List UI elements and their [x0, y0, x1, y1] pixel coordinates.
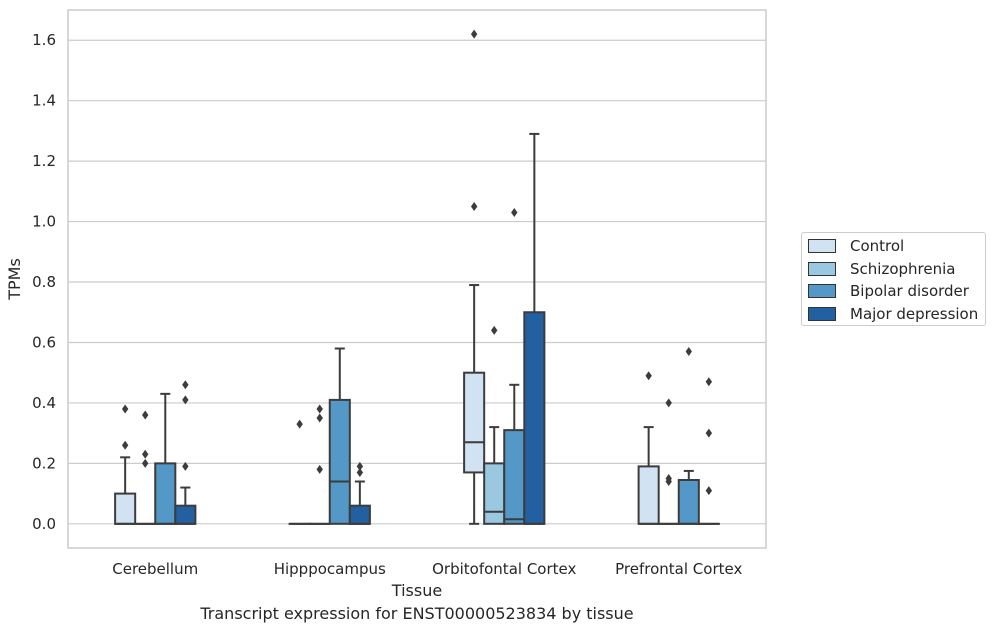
- plot-frame: [67, 9, 767, 549]
- legend-swatch: [808, 284, 836, 299]
- box-bipolar-disorder: [328, 347, 351, 525]
- y-axis-label: TPMs: [5, 258, 24, 301]
- outlier-marker: [142, 449, 149, 459]
- outlier-marker: [121, 440, 129, 450]
- box-body: [174, 504, 197, 525]
- box-bipolar-disorder: [677, 469, 700, 525]
- box-control: [114, 456, 137, 525]
- box-control: [463, 284, 486, 525]
- outlier-marker: [356, 467, 364, 477]
- outlier-marker: [665, 473, 672, 483]
- legend: Control Schizophrenia Bipolar disorder Majo…: [801, 232, 986, 326]
- legend-label: Schizophrenia: [850, 259, 956, 278]
- outlier-marker: [491, 325, 498, 335]
- outlier-marker: [470, 201, 478, 211]
- box-body: [328, 398, 351, 525]
- legend-swatch: [808, 261, 836, 276]
- outlier-marker: [665, 398, 672, 408]
- outlier-marker: [705, 377, 713, 387]
- y-tick-label: 1.6: [32, 31, 56, 49]
- box-major-depression: [348, 480, 371, 525]
- outlier-marker: [645, 371, 652, 381]
- legend-item: Control: [808, 235, 979, 258]
- outlier-marker: [511, 208, 518, 218]
- x-axis-label: Tissue: [391, 581, 442, 600]
- outlier-marker: [316, 464, 323, 474]
- y-tick-label: 0.0: [32, 515, 56, 533]
- outlier-marker: [470, 29, 478, 39]
- box-control: [637, 426, 660, 525]
- outlier-marker: [182, 461, 189, 471]
- box-body: [348, 504, 371, 525]
- y-tick-label: 0.2: [32, 454, 56, 472]
- boxes-layer: [114, 132, 720, 525]
- outlier-marker: [685, 347, 692, 357]
- y-tick-labels: 0.0 0.2 0.4 0.6 0.8 1.0 1.2 1.4 1.6: [32, 31, 56, 533]
- box-body: [483, 462, 506, 525]
- legend-item: Schizophrenia: [808, 258, 979, 281]
- legend-item: Major depression: [808, 303, 979, 326]
- legend-label: Major depression: [850, 304, 979, 323]
- outlier-marker: [296, 419, 303, 429]
- box-schizophrenia: [483, 426, 506, 525]
- legend-label: Bipolar disorder: [850, 282, 969, 301]
- box-body: [677, 478, 700, 525]
- outlier-marker: [182, 395, 189, 405]
- box-body: [154, 462, 177, 525]
- legend-swatch: [808, 239, 836, 254]
- legend-label: Control: [850, 237, 905, 256]
- box-body: [637, 465, 660, 525]
- x-tick-label: Prefrontal Cortex: [615, 560, 742, 578]
- outlier-marker: [705, 428, 713, 438]
- y-tick-label: 1.4: [32, 92, 56, 110]
- box-body: [463, 371, 486, 474]
- box-major-depression: [523, 132, 546, 525]
- outlier-marker: [705, 486, 713, 496]
- y-tick-label: 0.6: [32, 333, 56, 351]
- y-tick-label: 1.0: [32, 213, 56, 231]
- outlier-marker: [316, 404, 323, 414]
- y-tick-label: 1.2: [32, 152, 56, 170]
- grid-lines: [68, 39, 766, 525]
- outlier-marker: [316, 413, 323, 423]
- x-tick-label: Cerebellum: [112, 560, 198, 578]
- chart-caption: Transcript expression for ENST0000052383…: [200, 604, 634, 623]
- legend-item: Bipolar disorder: [808, 280, 979, 303]
- x-tick-label: Orbitofontal Cortex: [432, 560, 576, 578]
- outlier-marker: [121, 404, 129, 414]
- outliers-layer: [121, 29, 713, 496]
- outlier-marker: [182, 380, 189, 390]
- box-bipolar-disorder: [154, 392, 177, 525]
- y-tick-label: 0.4: [32, 394, 56, 412]
- y-tick-label: 0.8: [32, 273, 56, 291]
- outlier-marker: [356, 461, 364, 471]
- legend-swatch: [808, 306, 836, 321]
- outlier-marker: [142, 410, 149, 420]
- x-tick-labels: Cerebellum Hipppocampus Orbitofontal Corte…: [112, 560, 742, 578]
- box-body: [503, 429, 526, 525]
- outlier-marker: [142, 458, 149, 468]
- box-body: [523, 311, 546, 525]
- x-tick-label: Hipppocampus: [274, 560, 386, 578]
- box-body: [114, 492, 137, 525]
- box-bipolar-disorder: [503, 383, 526, 525]
- box-major-depression: [174, 486, 197, 525]
